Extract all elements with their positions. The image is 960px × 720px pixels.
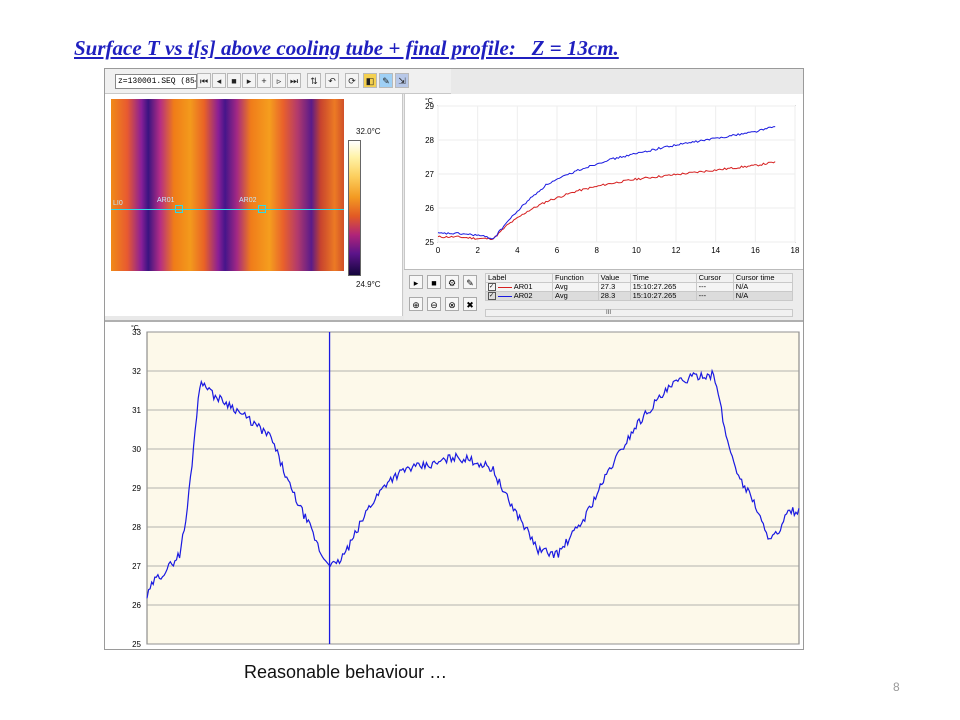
stop-icon[interactable]: ■ bbox=[227, 73, 241, 88]
series-swatch bbox=[498, 295, 513, 297]
roi-label-ar01: AR01 bbox=[157, 197, 175, 204]
row-label: AR02 bbox=[513, 291, 533, 301]
y-tick-label: 33 bbox=[132, 328, 141, 337]
table-scrollbar[interactable]: III bbox=[485, 309, 793, 317]
y-tick-label: 30 bbox=[132, 445, 141, 454]
prev-frame-icon[interactable]: ◂ bbox=[212, 73, 226, 88]
frame-step-icon[interactable]: ↶ bbox=[325, 73, 339, 88]
refresh-icon[interactable]: ⟳ bbox=[345, 73, 359, 88]
tools-icon[interactable]: ✎ bbox=[379, 73, 393, 88]
chart-settings-icon[interactable]: ⚙ bbox=[445, 275, 459, 289]
profile-line bbox=[146, 368, 800, 599]
step-icon[interactable]: ⇅ bbox=[307, 73, 321, 88]
roi-label-ar02: AR02 bbox=[239, 197, 257, 204]
y-tick-label: 25 bbox=[425, 238, 434, 247]
color-scale-bar bbox=[348, 140, 361, 276]
line-label: LI0 bbox=[113, 200, 123, 207]
settings-icon[interactable]: ◧ bbox=[363, 73, 377, 88]
profile-plot-panel: 25 26 27 28 29 30 31 32 33 °C bbox=[105, 320, 803, 649]
measurement-line[interactable] bbox=[111, 209, 344, 210]
x-tick-label: 2 bbox=[475, 246, 480, 255]
x-tick-label: 14 bbox=[711, 246, 720, 255]
results-table: Label Function Value Time Cursor Cursor … bbox=[485, 273, 794, 302]
x-tick-label: 6 bbox=[555, 246, 560, 255]
x-tick-label: 0 bbox=[436, 246, 441, 255]
y-axis-unit: °C bbox=[131, 324, 139, 332]
ir-thermal-image[interactable]: LI0 AR01 AR02 bbox=[111, 99, 344, 271]
roi-box-ar02[interactable] bbox=[258, 205, 266, 213]
last-icon[interactable]: ⏭ bbox=[287, 73, 301, 88]
cell-label: ✓ AR02 bbox=[485, 291, 553, 302]
roi-box-ar01[interactable] bbox=[175, 205, 183, 213]
y-tick-label: 29 bbox=[425, 102, 434, 111]
edit-chart-icon[interactable]: ✎ bbox=[463, 275, 477, 289]
cell-label: ✓ AR01 bbox=[485, 281, 553, 293]
stop-square-icon[interactable]: ■ bbox=[427, 275, 441, 289]
time-plot[interactable]: 0 2 4 6 8 10 12 14 16 18 25 26 27 28 29°C bbox=[405, 94, 804, 269]
x-tick-label: 12 bbox=[672, 246, 681, 255]
zoom-in-icon[interactable]: ⊕ bbox=[409, 297, 423, 311]
y-tick-label: 28 bbox=[425, 136, 434, 145]
y-tick-label: 25 bbox=[132, 640, 141, 649]
scale-max-label: 32.0°C bbox=[356, 127, 381, 136]
series-swatch bbox=[498, 286, 513, 288]
zoom-fit-icon[interactable]: ⊗ bbox=[445, 297, 459, 311]
checkbox-icon[interactable]: ✓ bbox=[488, 292, 496, 301]
y-tick-label: 31 bbox=[132, 406, 141, 415]
plot-tools-area: ▸ ■ ⚙ ✎ ⊕ ⊖ ⊗ ✖ Label Function Value Tim… bbox=[404, 269, 803, 320]
time-plot-panel: 0 2 4 6 8 10 12 14 16 18 25 26 27 28 29 °C bbox=[404, 94, 804, 269]
slide-title: Surface T vs t[s] above cooling tube + f… bbox=[74, 36, 619, 60]
file-name-field[interactable]: z=130001.SEQ (854) bbox=[115, 74, 197, 89]
page-number: 8 bbox=[893, 680, 900, 694]
next-icon[interactable]: ▹ bbox=[272, 73, 286, 88]
row-label: AR01 bbox=[513, 282, 533, 291]
ir-image-panel: LI0 AR01 AR02 32.0°C 24.9°C bbox=[105, 94, 403, 316]
y-tick-label: 26 bbox=[425, 204, 434, 213]
y-tick-label: 28 bbox=[132, 523, 141, 532]
cell-value: 28.3 bbox=[597, 291, 631, 302]
thermal-app-window: z=130001.SEQ (854) ⏮ ◂ ■ ▸ + ▹ ⏭ ⇅ ↶ ⟳ ◧… bbox=[104, 68, 804, 650]
y-tick-label: 29 bbox=[132, 484, 141, 493]
x-tick-label: 4 bbox=[515, 246, 520, 255]
plus-icon[interactable]: + bbox=[257, 73, 271, 88]
x-tick-label: 16 bbox=[751, 246, 760, 255]
y-tick-label: 27 bbox=[132, 562, 141, 571]
table-row[interactable]: ✓ AR02 Avg 28.3 15:10:27.265 --- N/A bbox=[485, 291, 794, 302]
cell-time: 15:10:27.265 bbox=[629, 291, 697, 302]
x-tick-label: 10 bbox=[632, 246, 641, 255]
scale-min-label: 24.9°C bbox=[356, 280, 381, 289]
x-tick-label: 18 bbox=[791, 246, 800, 255]
scroll-thumb-mark: III bbox=[606, 310, 612, 316]
play-icon[interactable]: ▸ bbox=[242, 73, 256, 88]
x-tick-label: 8 bbox=[594, 246, 599, 255]
slide-caption: Reasonable behaviour … bbox=[244, 662, 448, 682]
cell-function: Avg bbox=[551, 291, 599, 302]
y-axis-unit: °C bbox=[425, 97, 433, 105]
zoom-out-icon[interactable]: ⊖ bbox=[427, 297, 441, 311]
y-tick-label: 27 bbox=[425, 170, 434, 179]
checkbox-icon[interactable]: ✓ bbox=[488, 283, 496, 292]
y-tick-label: 26 bbox=[132, 601, 141, 610]
series-line-ar02 bbox=[437, 126, 776, 240]
export-icon[interactable]: ⇲ bbox=[395, 73, 409, 88]
cell-cursor-time: N/A bbox=[732, 291, 794, 302]
clear-icon[interactable]: ✖ bbox=[463, 297, 477, 311]
first-frame-icon[interactable]: ⏮ bbox=[197, 73, 211, 88]
cursor-arrow-icon[interactable]: ▸ bbox=[409, 275, 423, 289]
toolbar: z=130001.SEQ (854) ⏮ ◂ ■ ▸ + ▹ ⏭ ⇅ ↶ ⟳ ◧… bbox=[105, 69, 451, 94]
y-tick-label: 32 bbox=[132, 367, 141, 376]
profile-plot[interactable]: 25 26 27 28 29 30 31 32 33°C bbox=[105, 322, 803, 649]
cell-cursor: --- bbox=[695, 291, 734, 302]
